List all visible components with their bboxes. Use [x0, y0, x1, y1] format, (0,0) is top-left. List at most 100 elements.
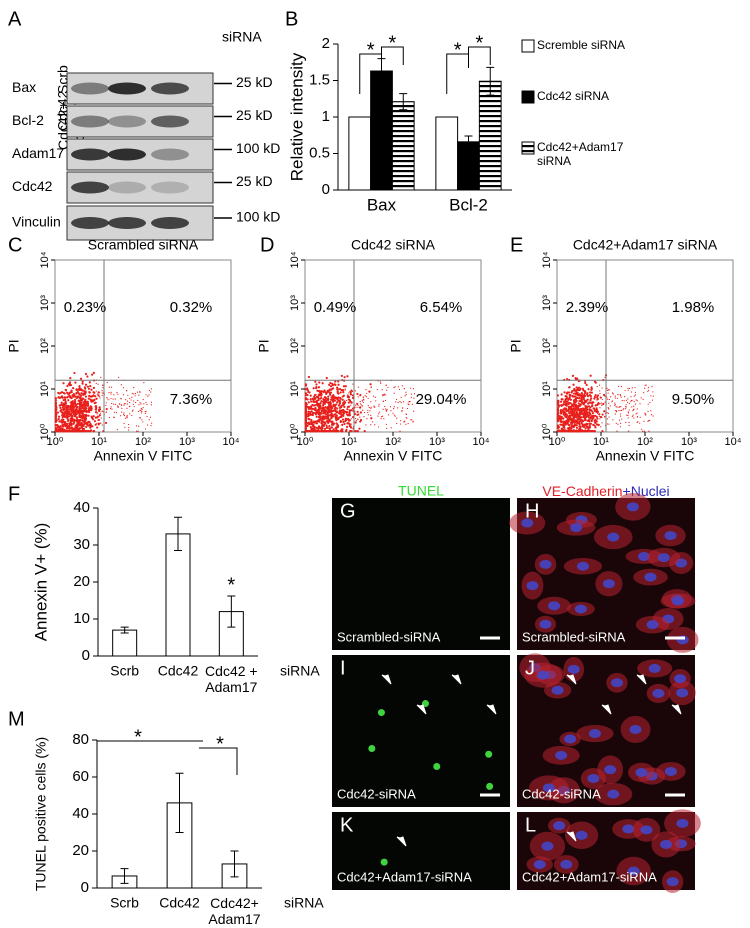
- event-dot: [59, 407, 61, 409]
- event-dot: [648, 387, 649, 388]
- event-dot: [330, 408, 332, 410]
- event-dot: [627, 398, 628, 399]
- event-dot: [65, 425, 67, 427]
- event-dot: [331, 426, 333, 428]
- event-dot: [630, 396, 631, 397]
- event-dot: [629, 388, 630, 389]
- event-dot: [320, 412, 322, 414]
- event-dot: [596, 423, 598, 425]
- event-dot: [305, 408, 307, 410]
- event-dot: [635, 392, 636, 393]
- event-dot: [56, 419, 58, 421]
- event-dot: [584, 412, 586, 414]
- event-dot: [59, 425, 61, 427]
- event-dot: [342, 391, 344, 393]
- event-dot: [125, 418, 126, 419]
- nucleus: [568, 665, 580, 674]
- event-dot: [358, 428, 360, 430]
- event-dot: [599, 390, 600, 391]
- event-dot: [334, 413, 336, 415]
- event-dot: [627, 388, 628, 389]
- event-dot: [147, 396, 148, 397]
- y-tick-label: 40: [73, 499, 90, 516]
- event-dot: [88, 388, 90, 390]
- event-dot: [581, 430, 583, 432]
- event-dot: [57, 411, 59, 413]
- sig-bracket: [97, 741, 203, 785]
- event-dot: [370, 408, 371, 409]
- event-dot: [626, 400, 627, 401]
- event-dot: [119, 404, 120, 405]
- event-dot: [599, 393, 600, 394]
- event-dot: [569, 406, 571, 408]
- event-dot: [60, 392, 62, 394]
- event-dot: [133, 387, 134, 388]
- event-dot: [318, 430, 320, 432]
- event-dot: [150, 425, 151, 426]
- event-dot: [342, 389, 344, 391]
- event-dot: [365, 395, 366, 396]
- event-dot: [595, 394, 597, 396]
- event-dot: [365, 424, 366, 425]
- event-dot: [380, 383, 381, 384]
- y-axis-label: PI: [6, 339, 22, 352]
- event-dot: [342, 399, 344, 401]
- event-dot: [388, 414, 389, 415]
- event-dot: [335, 427, 337, 429]
- event-dot: [64, 396, 66, 398]
- event-dot: [393, 408, 394, 409]
- event-dot: [576, 386, 578, 388]
- event-dot: [343, 406, 345, 408]
- event-dot: [350, 389, 352, 391]
- event-dot: [141, 411, 142, 412]
- event-dot: [571, 390, 573, 392]
- event-dot: [111, 403, 112, 404]
- micrograph: KCdc42+Adam17-siRNA: [332, 812, 510, 890]
- event-dot: [128, 429, 129, 430]
- event-dot: [349, 409, 351, 411]
- event-dot: [399, 401, 400, 402]
- event-dot: [586, 393, 588, 395]
- event-dot: [69, 396, 71, 398]
- event-dot: [81, 389, 83, 391]
- event-dot: [593, 398, 595, 400]
- event-dot: [363, 397, 364, 398]
- event-dot: [594, 410, 596, 412]
- event-dot: [146, 416, 147, 417]
- nucleus: [541, 842, 553, 851]
- event-dot: [393, 387, 394, 388]
- blot-band: [151, 83, 189, 95]
- event-dot: [88, 395, 90, 397]
- event-dot: [601, 417, 602, 418]
- event-dot: [91, 417, 93, 419]
- event-dot: [310, 398, 312, 400]
- event-dot: [350, 402, 352, 404]
- event-dot: [86, 410, 88, 412]
- event-dot: [97, 384, 98, 385]
- event-dot: [113, 398, 114, 399]
- event-dot: [589, 425, 591, 427]
- event-dot: [382, 395, 383, 396]
- event-dot: [110, 398, 111, 399]
- event-dot: [607, 423, 608, 424]
- event-dot: [356, 407, 357, 408]
- event-dot: [564, 408, 566, 410]
- event-dot: [413, 421, 414, 422]
- caption: Cdc42+Adam17-siRNA: [522, 869, 657, 884]
- blot-band: [151, 217, 189, 229]
- event-dot: [111, 408, 112, 409]
- event-dot: [83, 401, 85, 403]
- event-dot: [348, 406, 349, 407]
- event-dot: [629, 409, 630, 410]
- event-dot: [634, 387, 635, 388]
- event-dot: [61, 421, 63, 423]
- event-dot: [93, 392, 95, 394]
- event-dot: [69, 377, 71, 379]
- event-dot: [78, 396, 80, 398]
- event-dot: [620, 394, 621, 395]
- x-tick-label: 10²: [637, 436, 653, 448]
- event-dot: [71, 419, 73, 421]
- event-dot: [339, 410, 341, 412]
- event-dot: [351, 418, 352, 419]
- event-dot: [601, 405, 602, 406]
